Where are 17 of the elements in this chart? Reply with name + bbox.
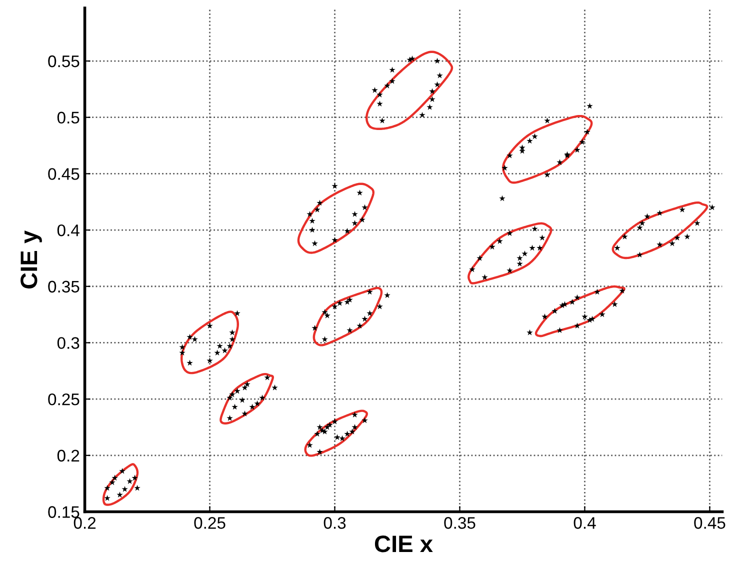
y-tick-label: 0.5 bbox=[57, 112, 80, 124]
y-tick-label: 0.45 bbox=[48, 168, 80, 180]
x-axis-title: CIE x bbox=[374, 536, 433, 552]
y-tick-label: 0.4 bbox=[57, 224, 80, 236]
y-tick-label: 0.35 bbox=[48, 280, 80, 293]
y-tick-label: 0.55 bbox=[48, 55, 80, 68]
x-tick-label: 0.2 bbox=[74, 517, 96, 529]
x-tick-label: 0.25 bbox=[194, 517, 226, 529]
x-tick-label: 0.3 bbox=[324, 517, 346, 529]
y-tick-label: 0.15 bbox=[48, 506, 80, 518]
y-axis-title: CIE y bbox=[20, 230, 42, 288]
x-tick-label: 0.35 bbox=[444, 517, 476, 529]
x-tick-label: 0.45 bbox=[694, 517, 726, 529]
y-tick-label: 0.3 bbox=[57, 337, 80, 349]
y-tick-label: 0.25 bbox=[48, 393, 80, 406]
y-tick-label: 0.2 bbox=[57, 450, 80, 462]
x-tick-label: 0.4 bbox=[574, 517, 596, 529]
